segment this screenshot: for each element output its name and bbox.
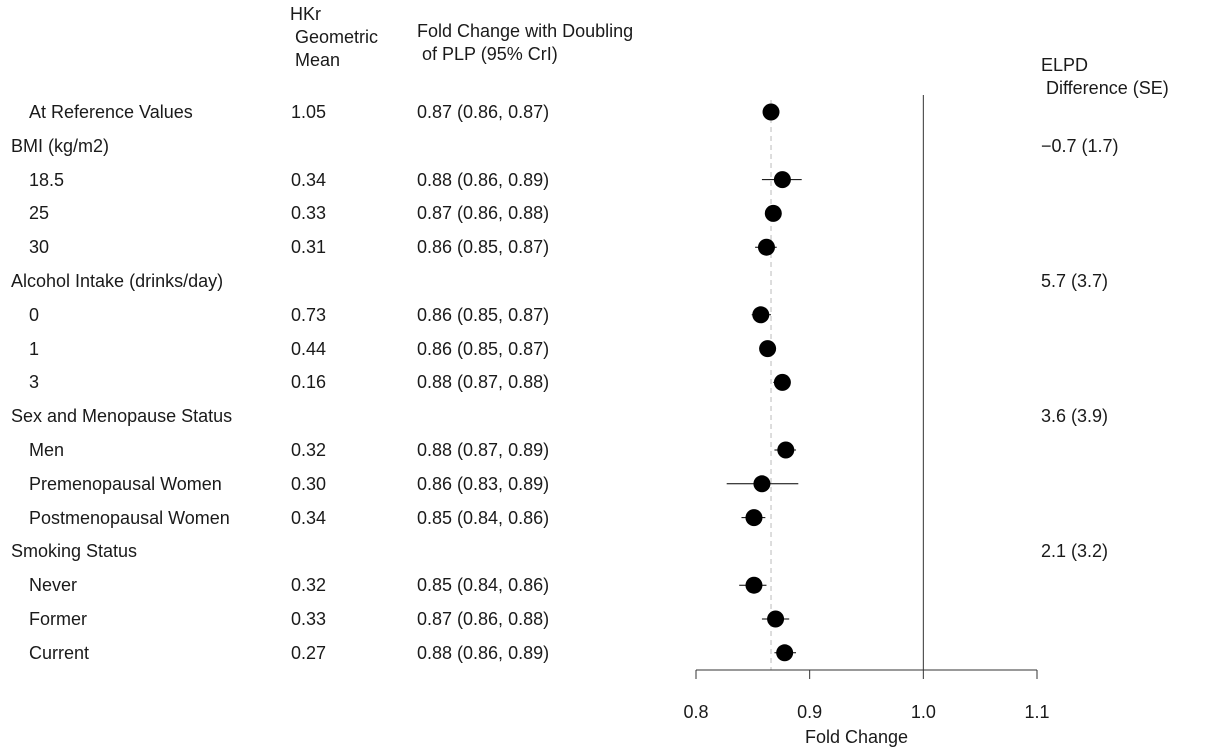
group-label: Alcohol Intake (drinks/day) [11, 271, 224, 291]
geometric-mean-value: 0.32 [291, 440, 327, 460]
geometric-mean-value: 0.73 [291, 304, 327, 325]
fold-change-ci: 0.88 (0.87, 0.89) [417, 440, 550, 460]
row-label: Premenopausal Women [29, 473, 222, 494]
geometric-mean-value: 1.05 [291, 102, 327, 122]
fold-change-ci: 0.88 (0.87, 0.88) [417, 372, 550, 393]
point-estimate [752, 306, 770, 324]
group-label: BMI (kg/m2) [11, 135, 110, 156]
row-label: Men [29, 440, 65, 460]
elpd-difference-value: 2.1 (3.2) [1041, 541, 1109, 562]
fold-change-ci: 0.87 (0.86, 0.87) [417, 102, 550, 122]
elpd-difference-value: −0.7 (1.7) [1041, 135, 1119, 156]
point-estimate [745, 509, 763, 527]
geometric-mean-value: 0.30 [291, 473, 327, 494]
point-estimate [776, 644, 794, 662]
geometric-mean-value: 0.44 [291, 338, 327, 359]
row-label: Postmenopausal Women [29, 507, 230, 528]
geometric-mean-value: 0.34 [291, 507, 327, 528]
geometric-mean-value: 0.34 [291, 169, 327, 190]
fold-change-ci: 0.86 (0.85, 0.87) [417, 237, 550, 258]
fold-change-ci: 0.88 (0.86, 0.89) [417, 642, 550, 663]
fold-change-ci: 0.85 (0.84, 0.86) [417, 507, 550, 528]
group-label: Sex and Menopause Status [11, 406, 233, 427]
point-estimate [777, 441, 795, 459]
row-label: Current [29, 642, 90, 663]
point-estimate [773, 171, 791, 189]
geometric-mean-value: 0.31 [291, 237, 327, 258]
elpd-difference-value: 3.6 (3.9) [1041, 406, 1109, 427]
elpd-difference-value: 5.7 (3.7) [1041, 271, 1109, 291]
point-estimate [757, 238, 775, 256]
fold-change-ci: 0.88 (0.86, 0.89) [417, 169, 550, 190]
geometric-mean-value: 0.16 [291, 372, 327, 393]
fold-change-ci: 0.87 (0.86, 0.88) [417, 609, 550, 629]
point-estimate [762, 103, 780, 121]
row-label: 3 [29, 372, 40, 393]
fold-change-ci: 0.86 (0.85, 0.87) [417, 304, 550, 325]
row-label: At Reference Values [29, 102, 193, 122]
fold-change-ci: 0.86 (0.83, 0.89) [417, 473, 550, 494]
fold-change-ci: 0.85 (0.84, 0.86) [417, 575, 550, 596]
geometric-mean-value: 0.33 [291, 203, 327, 224]
geometric-mean-value: 0.32 [291, 575, 327, 596]
x-axis-label: Fold Change [805, 727, 908, 747]
header-hkr-geometric-mean: HKr Geometric Mean [290, 4, 379, 70]
row-label: 0 [29, 304, 40, 325]
row-label: 30 [29, 237, 50, 258]
point-estimate [745, 576, 763, 594]
point-estimate [773, 373, 791, 391]
fold-change-ci: 0.87 (0.86, 0.88) [417, 203, 550, 224]
x-tick-label: 0.8 [683, 702, 708, 722]
x-tick-label: 0.9 [797, 702, 822, 722]
row-label: 25 [29, 203, 50, 224]
x-tick-label: 1.0 [911, 702, 936, 722]
group-label: Smoking Status [11, 541, 138, 562]
point-estimate [753, 475, 771, 493]
geometric-mean-value: 0.33 [291, 609, 327, 629]
fold-change-ci: 0.86 (0.85, 0.87) [417, 338, 550, 359]
header-elpd-difference: ELPD Difference (SE) [1041, 55, 1169, 98]
point-estimate [767, 610, 785, 628]
row-label: 1 [29, 338, 40, 359]
row-label: Never [29, 575, 78, 596]
header-fold-change: Fold Change with Doubling of PLP (95% Cr… [417, 21, 634, 64]
x-tick-label: 1.1 [1024, 702, 1049, 722]
point-estimate [759, 340, 777, 358]
point-estimate [764, 204, 782, 222]
geometric-mean-value: 0.27 [291, 642, 327, 663]
row-label: Former [29, 609, 87, 629]
row-label: 18.5 [29, 169, 65, 190]
